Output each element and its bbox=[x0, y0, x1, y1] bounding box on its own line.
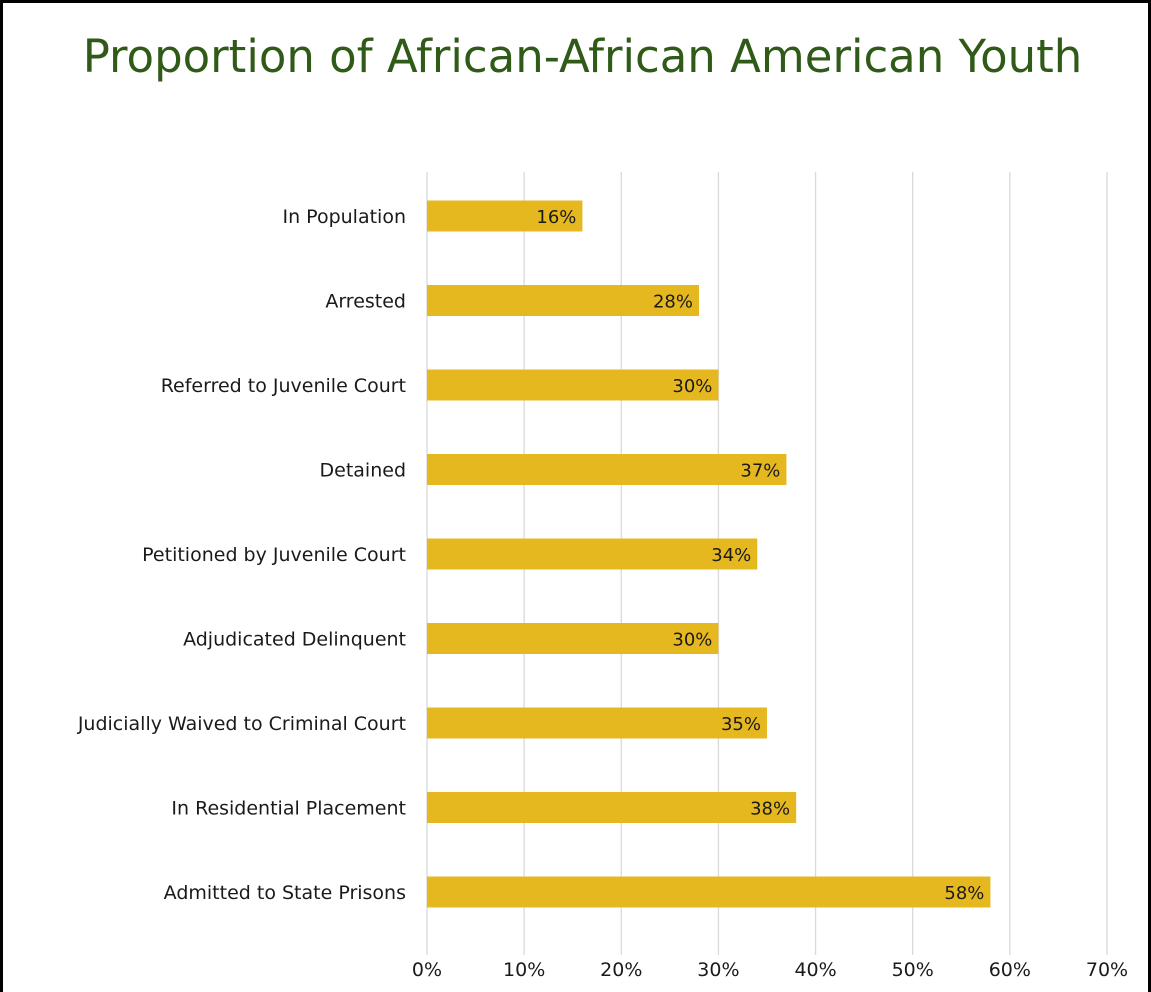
data-labels: 16% 28% 30% 37% 34% 30% 35% 38% 58% bbox=[536, 207, 984, 904]
bar bbox=[427, 538, 758, 570]
bar bbox=[427, 707, 767, 739]
x-tick-label: 20% bbox=[600, 959, 642, 981]
chart-title: Proportion of African-African American Y… bbox=[82, 30, 1083, 83]
data-label: 34% bbox=[711, 545, 751, 566]
data-label: 37% bbox=[740, 461, 780, 482]
bar bbox=[427, 623, 719, 654]
x-tick-label: 30% bbox=[697, 959, 739, 981]
x-tick-label: 70% bbox=[1086, 959, 1128, 981]
x-axis-tick-labels: 0% 10% 20% 30% 40% 50% 60% 70% bbox=[412, 959, 1128, 981]
data-label: 58% bbox=[944, 883, 984, 904]
x-tick-label: 60% bbox=[989, 959, 1031, 981]
bar bbox=[427, 454, 787, 485]
category-label: In Residential Placement bbox=[171, 798, 406, 820]
category-label: Judicially Waived to Criminal Court bbox=[77, 713, 406, 735]
bar bbox=[427, 285, 699, 316]
bar bbox=[427, 876, 991, 908]
x-tick-label: 10% bbox=[503, 959, 545, 981]
bars bbox=[427, 200, 991, 908]
x-tick-label: 40% bbox=[794, 959, 836, 981]
category-labels: In Population Arrested Referred to Juvenil… bbox=[77, 206, 406, 904]
x-tick-label: 0% bbox=[412, 959, 442, 981]
category-label: Admitted to State Prisons bbox=[164, 882, 406, 904]
bar bbox=[427, 792, 797, 823]
bar bbox=[427, 369, 719, 401]
x-tick-label: 50% bbox=[892, 959, 934, 981]
data-label: 30% bbox=[672, 630, 712, 651]
category-label: Referred to Juvenile Court bbox=[161, 375, 406, 397]
data-label: 30% bbox=[672, 376, 712, 397]
category-label: Petitioned by Juvenile Court bbox=[142, 544, 406, 566]
data-label: 38% bbox=[750, 799, 790, 820]
data-label: 28% bbox=[653, 292, 693, 313]
data-label: 16% bbox=[536, 207, 576, 228]
bar bbox=[427, 200, 583, 232]
category-label: Arrested bbox=[325, 291, 406, 313]
category-label: In Population bbox=[282, 206, 406, 228]
data-label: 35% bbox=[721, 714, 761, 735]
category-label: Detained bbox=[320, 460, 406, 482]
category-label: Adjudicated Delinquent bbox=[183, 629, 406, 651]
